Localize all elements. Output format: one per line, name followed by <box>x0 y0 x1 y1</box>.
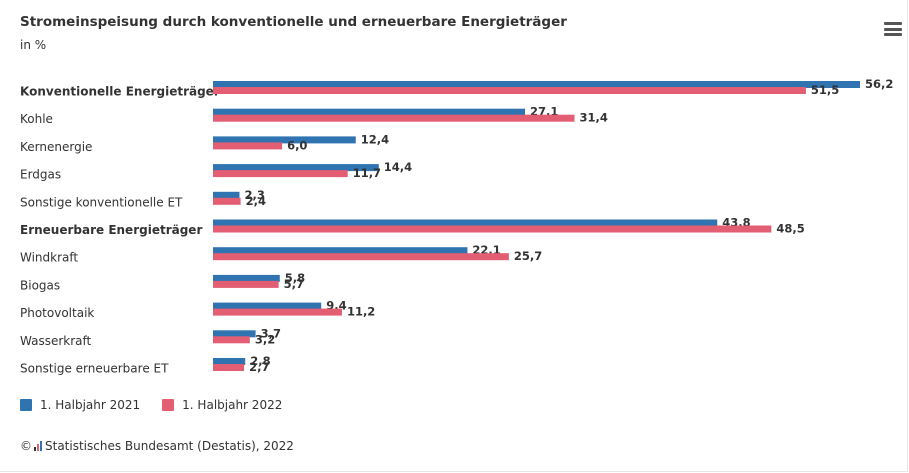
menu-line <box>884 33 902 36</box>
data-label: 31,4 <box>579 111 607 125</box>
menu-line <box>884 27 902 31</box>
bar-2022[interactable] <box>213 170 348 178</box>
data-label: 25,7 <box>514 249 542 263</box>
bar-2021[interactable] <box>213 358 246 365</box>
data-label: 3,2 <box>255 332 275 346</box>
data-label: 48,5 <box>776 222 804 236</box>
category-label: Sonstige erneuerbare ET <box>20 362 169 376</box>
category-label: Windkraft <box>20 251 78 265</box>
bar-2022[interactable] <box>213 87 806 94</box>
data-label: 11,7 <box>353 166 381 180</box>
bar-2022[interactable] <box>213 225 772 233</box>
data-label: 6,0 <box>287 138 307 152</box>
bar-2022[interactable] <box>213 308 342 316</box>
data-label: 12,4 <box>361 132 389 146</box>
bar-2021[interactable] <box>213 274 280 282</box>
bar-chart: Konventionelle Energieträger 56,2 51,5 Kohl… <box>20 77 893 376</box>
category-label: Kernenergie <box>20 140 92 154</box>
hamburger-menu-icon[interactable] <box>884 22 902 36</box>
category-label: Konventionelle Energieträger <box>20 85 220 99</box>
legend-item-2022[interactable]: 1. Halbjahr 2022 <box>162 398 282 412</box>
bar-2021[interactable] <box>213 108 525 116</box>
copyright-symbol: © <box>20 439 32 453</box>
bar-2022[interactable] <box>213 197 241 205</box>
bar-2021[interactable] <box>213 191 240 199</box>
category-label: Photovoltaik <box>20 306 94 320</box>
bar-2022[interactable] <box>213 336 250 344</box>
category-label: Sonstige konventionelle ET <box>20 195 183 209</box>
chart-subtitle: in % <box>20 38 47 52</box>
credit-text: Statistisches Bundesamt (Destatis), 2022 <box>45 439 294 453</box>
category-label: Wasserkraft <box>20 334 92 348</box>
chart-legend: 1. Halbjahr 2021 1. Halbjahr 2022 <box>20 398 282 412</box>
bar-2022[interactable] <box>213 253 509 261</box>
legend-label-2021: 1. Halbjahr 2021 <box>40 398 141 412</box>
data-label: 51,5 <box>811 83 839 97</box>
bar-2022[interactable] <box>213 364 245 371</box>
category-label: Biogas <box>20 278 60 292</box>
chart-title: Stromeinspeisung durch konventionelle un… <box>20 14 567 30</box>
category-label: Erdgas <box>20 168 61 182</box>
destatis-logo-icon <box>34 441 42 451</box>
bar-2021[interactable] <box>213 219 718 227</box>
menu-line <box>884 22 902 25</box>
bar-2021[interactable] <box>213 164 379 172</box>
data-label: 2,4 <box>246 194 266 208</box>
data-label: 11,2 <box>347 305 375 319</box>
data-label: 56,2 <box>865 77 893 91</box>
bar-2021[interactable] <box>213 330 256 338</box>
bar-2022[interactable] <box>213 142 283 150</box>
data-label: 2,3 <box>244 188 264 202</box>
data-label: 3,7 <box>261 326 281 340</box>
bar-2022[interactable] <box>213 114 575 122</box>
legend-swatch-2021 <box>20 399 32 411</box>
data-label: 2,7 <box>249 360 269 374</box>
bar-2021[interactable] <box>213 136 356 144</box>
source-credit: © Statistisches Bundesamt (Destatis), 20… <box>20 439 294 453</box>
legend-item-2021[interactable]: 1. Halbjahr 2021 <box>20 398 140 412</box>
data-label: 2,8 <box>250 354 270 368</box>
category-label: Kohle <box>20 112 53 126</box>
bar-2021[interactable] <box>213 81 860 88</box>
legend-swatch-2022 <box>162 399 175 411</box>
bar-2021[interactable] <box>213 247 468 255</box>
data-label: 14,4 <box>384 160 412 174</box>
legend-label-2022: 1. Halbjahr 2022 <box>182 398 283 412</box>
bar-2021[interactable] <box>213 302 322 310</box>
data-label: 5,7 <box>284 277 304 291</box>
category-label: Erneuerbare Energieträger <box>20 223 202 237</box>
data-label: 5,8 <box>285 271 305 285</box>
bar-2022[interactable] <box>213 280 279 288</box>
